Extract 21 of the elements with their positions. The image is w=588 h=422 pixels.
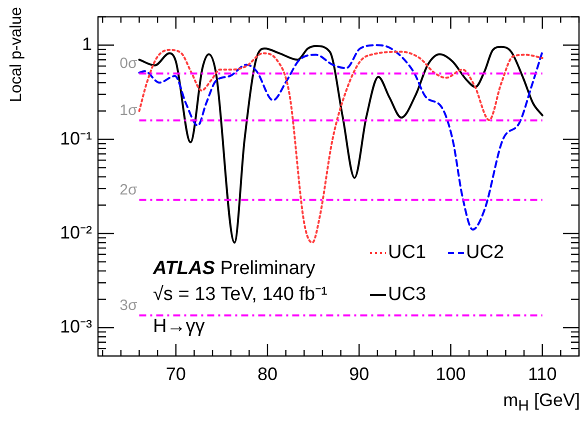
legend-label: UC3 <box>388 284 426 306</box>
ref-line-label: 3σ <box>120 297 138 314</box>
legend-label: UC2 <box>466 242 504 264</box>
x-tick-label: 100 <box>436 364 466 384</box>
y-axis-title: Local p-value <box>8 7 26 102</box>
annotation: √s = 13 TeV, 140 fb⁻¹ <box>153 283 328 306</box>
ref-line-label: 1σ <box>120 102 138 120</box>
annotation: H→γγ <box>153 316 205 338</box>
y-tick-label: 1 <box>82 34 92 54</box>
ref-line-label: 2σ <box>120 182 138 199</box>
x-tick-label: 70 <box>166 364 186 384</box>
x-tick-label: 90 <box>349 364 370 384</box>
x-tick-label: 110 <box>528 364 557 384</box>
x-axis-title: m$_{H}$ [GeV] <box>503 390 580 415</box>
y-tick-label: 10⁻² <box>60 222 92 242</box>
x-tick-label: 80 <box>257 364 278 384</box>
y-tick-label: 10⁻¹ <box>60 128 92 148</box>
annotation: ATLAS Preliminary <box>153 258 316 280</box>
ref-line-label: 0σ <box>120 55 138 72</box>
y-tick-label: 10⁻³ <box>60 316 92 337</box>
legend-label: UC1 <box>388 242 426 264</box>
